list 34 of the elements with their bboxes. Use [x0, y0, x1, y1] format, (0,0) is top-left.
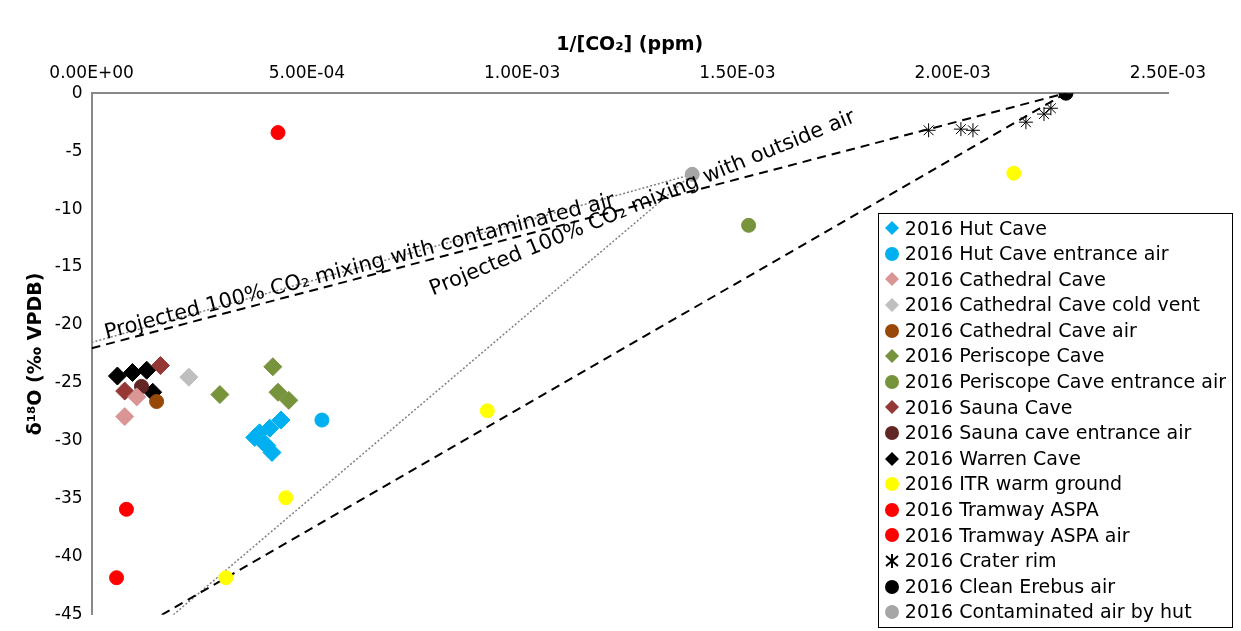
y-tick-label: -10: [54, 197, 83, 218]
x-tick-label: 0.00E+00: [49, 62, 134, 83]
y-tick-label: -15: [54, 255, 83, 276]
legend-label: 2016 Warren Cave: [904, 445, 1081, 471]
legend-label: 2016 Sauna cave entrance air: [904, 420, 1192, 446]
y-tick-label: -25: [54, 371, 83, 392]
legend-label: 2016 Clean Erebus air: [904, 573, 1116, 599]
x-tick-label: 2.00E-03: [914, 62, 991, 83]
legend-label: 2016 Hut Cave entrance air: [904, 241, 1169, 267]
legend-label: 2016 Cathedral Cave cold vent: [904, 292, 1200, 318]
x-tick-label: 5.00E-04: [268, 62, 346, 83]
y-tick-label: -5: [65, 139, 83, 160]
legend-label: 2016 Periscope Cave: [904, 343, 1105, 369]
y-tick-label: 0: [71, 81, 83, 102]
legend-label: 2016 ITR warm ground: [904, 471, 1123, 497]
legend-label: 2016 Contaminated air by hut: [904, 599, 1192, 625]
legend-label: 2016 Cathedral Cave air: [904, 317, 1137, 343]
x-axis-title: 1/[CO₂] (ppm): [556, 32, 704, 55]
y-axis-title: δ¹⁸O (‰ VPDB): [23, 272, 46, 436]
legend-label: 2016 Cathedral Cave: [904, 266, 1106, 292]
y-tick-label: -20: [54, 313, 83, 334]
legend-label: 2016 Periscope Cave entrance air: [904, 369, 1226, 395]
legend-label: 2016 Tramway ASPA air: [904, 522, 1130, 548]
y-tick-label: -35: [54, 487, 83, 508]
x-tick-label: 1.50E-03: [699, 62, 776, 83]
x-tick-label: 1.00E-03: [483, 62, 561, 83]
legend-label: 2016 Hut Cave: [904, 215, 1047, 241]
y-tick-label: -30: [54, 429, 83, 450]
x-tick-label: 2.50E-03: [1129, 62, 1207, 83]
legend-label: 2016 Crater rim: [904, 548, 1057, 574]
legend-label: 2016 Sauna Cave: [904, 394, 1073, 420]
y-tick-label: -45: [54, 603, 83, 624]
y-tick-label: -40: [54, 545, 83, 566]
legend-label: 2016 Tramway ASPA: [904, 497, 1099, 523]
